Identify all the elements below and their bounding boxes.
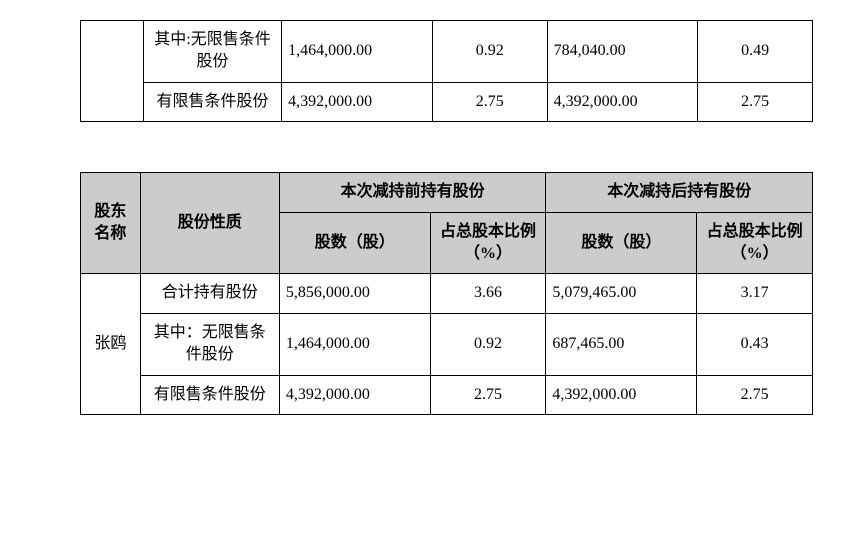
after-shares-cell: 687,465.00 — [546, 313, 697, 375]
table-row: 张鸥 合计持有股份 5,856,000.00 3.66 5,079,465.00… — [81, 274, 813, 313]
shareholder-name-cell: 张鸥 — [81, 274, 141, 415]
category-cell: 其中:无限售条件股份 — [143, 21, 281, 83]
before-pct-cell: 0.92 — [430, 313, 546, 375]
header-pct-after: 占总股本比例（%） — [697, 212, 813, 274]
after-shares-cell: 5,079,465.00 — [546, 274, 697, 313]
after-shares-cell: 4,392,000.00 — [546, 375, 697, 414]
after-pct-cell: 0.43 — [697, 313, 813, 375]
before-shares-cell: 4,392,000.00 — [279, 375, 430, 414]
before-shares-cell: 5,856,000.00 — [279, 274, 430, 313]
before-shares-cell: 1,464,000.00 — [279, 313, 430, 375]
category-cell: 合计持有股份 — [140, 274, 279, 313]
after-pct-cell: 0.49 — [698, 21, 813, 83]
empty-name-cell — [81, 21, 144, 122]
header-shares-before: 股数（股） — [279, 212, 430, 274]
after-pct-cell: 2.75 — [697, 375, 813, 414]
before-shares-cell: 1,464,000.00 — [282, 21, 433, 83]
after-shares-cell: 784,040.00 — [547, 21, 698, 83]
table-row: 其中:无限售条件股份 1,464,000.00 0.92 784,040.00 … — [81, 21, 813, 83]
header-pct-before: 占总股本比例（%） — [430, 212, 546, 274]
after-pct-cell: 3.17 — [697, 274, 813, 313]
header-shares-after: 股数（股） — [546, 212, 697, 274]
before-pct-cell: 2.75 — [432, 82, 547, 121]
table-row: 有限售条件股份 4,392,000.00 2.75 4,392,000.00 2… — [81, 375, 813, 414]
after-pct-cell: 2.75 — [698, 82, 813, 121]
table-row: 其中：无限售条件股份 1,464,000.00 0.92 687,465.00 … — [81, 313, 813, 375]
before-shares-cell: 4,392,000.00 — [282, 82, 433, 121]
before-pct-cell: 2.75 — [430, 375, 546, 414]
category-cell: 有限售条件股份 — [143, 82, 281, 121]
header-before: 本次减持前持有股份 — [279, 173, 546, 212]
table-header-row: 股东名称 股份性质 本次减持前持有股份 本次减持后持有股份 — [81, 173, 813, 212]
table-bottom: 股东名称 股份性质 本次减持前持有股份 本次减持后持有股份 股数（股） 占总股本… — [80, 172, 813, 415]
category-cell: 其中：无限售条件股份 — [140, 313, 279, 375]
before-pct-cell: 3.66 — [430, 274, 546, 313]
header-shareholder: 股东名称 — [81, 173, 141, 274]
category-cell: 有限售条件股份 — [140, 375, 279, 414]
table-row: 有限售条件股份 4,392,000.00 2.75 4,392,000.00 2… — [81, 82, 813, 121]
before-pct-cell: 0.92 — [432, 21, 547, 83]
table-top: 其中:无限售条件股份 1,464,000.00 0.92 784,040.00 … — [80, 20, 813, 122]
header-nature: 股份性质 — [140, 173, 279, 274]
after-shares-cell: 4,392,000.00 — [547, 82, 698, 121]
header-after: 本次减持后持有股份 — [546, 173, 813, 212]
